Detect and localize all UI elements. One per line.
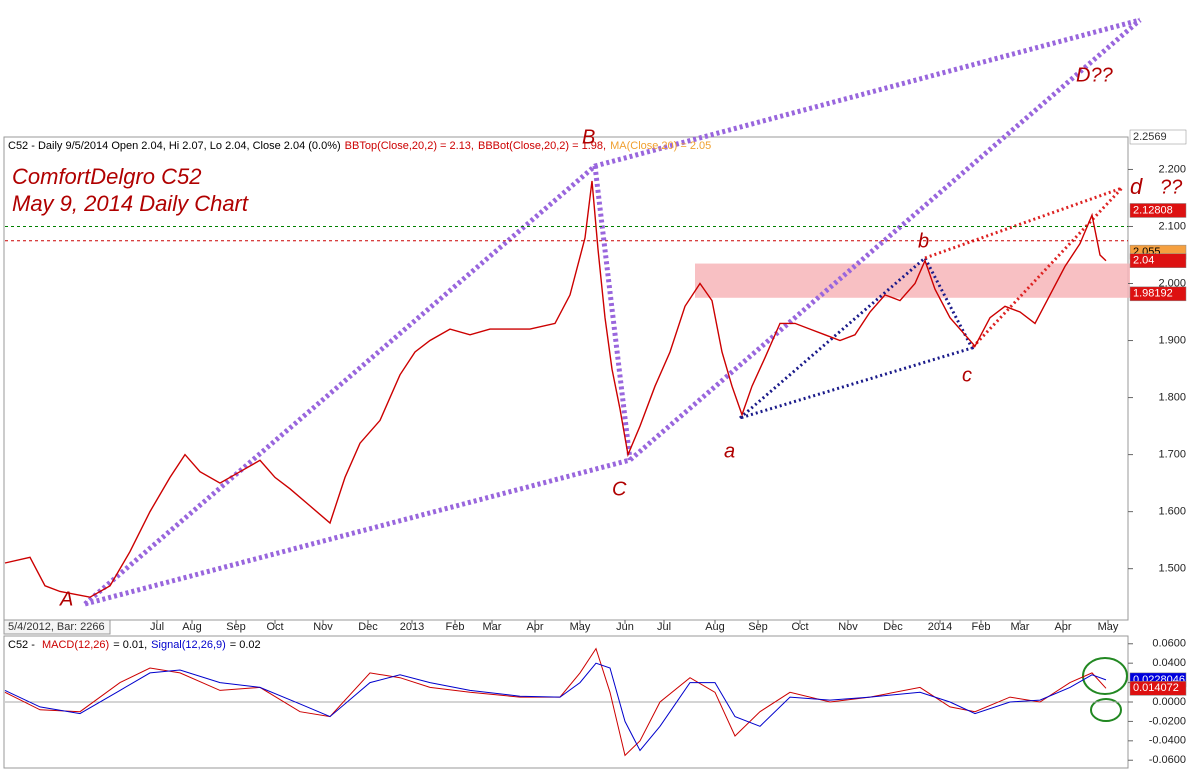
wave-line: [739, 255, 975, 420]
trend-line: [592, 165, 633, 461]
x-tick-label: Feb: [972, 621, 991, 633]
y-tick-label: -0.0600: [1149, 754, 1186, 766]
series-line: [4, 647, 1107, 757]
header-part: = 0.01,: [113, 639, 147, 651]
x-tick-label: Apr: [526, 621, 543, 633]
price-label: 0.014072: [1133, 682, 1179, 694]
y-tick-label: 2.200: [1158, 163, 1186, 175]
series-line: [4, 180, 1107, 598]
wave-label: D??: [1076, 64, 1114, 86]
y-tick-label: 1.900: [1158, 334, 1186, 346]
price-label-box: [1129, 129, 1187, 145]
y-tick-label: 1.700: [1158, 449, 1186, 461]
y-tick-label: -0.0400: [1149, 735, 1186, 747]
x-tick-label: Feb: [446, 621, 465, 633]
price-label-box: [1129, 681, 1187, 696]
price-label-box: [1129, 203, 1187, 218]
chart-title: ComfortDelgro C52: [12, 164, 202, 189]
highlight-circle: [1090, 698, 1122, 722]
wave-label: C: [612, 478, 627, 500]
y-tick-label: 0.0400: [1152, 657, 1186, 669]
y-tick-label: 0.0000: [1152, 696, 1186, 708]
price-label-box: [1129, 253, 1187, 268]
resistance-zone: [695, 263, 1130, 298]
x-tick-label: Aug: [182, 621, 202, 633]
trend-line: [84, 18, 1142, 607]
price-label: 1.98192: [1133, 288, 1173, 300]
x-tick-label: Aug: [705, 621, 725, 633]
panel-header: C52 - MACD(12,26) = 0.01, Signal(12,26,9) =…: [8, 639, 261, 651]
y-tick-label: 2.100: [1158, 220, 1186, 232]
price-label: 2.2569: [1133, 131, 1167, 143]
x-tick-label: Dec: [883, 621, 903, 633]
header-part: MA(Close,20) = 2.05: [610, 140, 711, 152]
x-tick-label: May: [1098, 621, 1119, 633]
wave-label: d: [1130, 174, 1143, 199]
x-tick-label: May: [570, 621, 591, 633]
y-tick-label: -0.0200: [1149, 715, 1186, 727]
y-tick-label: 2.000: [1158, 277, 1186, 289]
panel-header: C52 - Daily 9/5/2014 Open 2.04, Hi 2.07,…: [8, 140, 711, 152]
x-tick-label: Jul: [150, 621, 164, 633]
wave-label: b: [918, 230, 929, 252]
wave-label: B: [582, 126, 595, 148]
x-tick-label: Mar: [483, 621, 502, 633]
header-part: MACD(12,26): [42, 639, 109, 651]
price-label-box: [1129, 286, 1187, 302]
x-tick-label: Mar: [1011, 621, 1030, 633]
y-tick-label: 1.800: [1158, 391, 1186, 403]
wave-line: [924, 186, 1124, 350]
footer-label: 5/4/2012, Bar: 2266: [8, 621, 105, 633]
x-tick-label: Apr: [1054, 621, 1071, 633]
y-tick-label: 0.0600: [1152, 638, 1186, 650]
header-part: C52 - Daily 9/5/2014 Open 2.04, Hi 2.07,…: [8, 140, 341, 152]
wave-label: ??: [1160, 176, 1183, 198]
x-tick-label: Oct: [791, 621, 808, 633]
y-tick-label: 1.600: [1158, 506, 1186, 518]
wave-label: c: [962, 364, 972, 386]
header-part: BBBot(Close,20,2) = 1.98,: [478, 140, 606, 152]
x-tick-label: Nov: [313, 621, 333, 633]
wave-label: A: [59, 588, 73, 610]
header-part: = 0.02: [230, 639, 261, 651]
x-tick-label: 2014: [928, 621, 952, 633]
x-tick-label: Oct: [266, 621, 283, 633]
x-tick-label: Sep: [226, 621, 246, 633]
wave-label: a: [724, 440, 735, 462]
series-line: [4, 662, 1107, 752]
footer-box: [3, 619, 111, 635]
header-part: C52 -: [8, 639, 38, 651]
price-label: 2.04: [1133, 255, 1154, 267]
x-tick-label: Jun: [616, 621, 634, 633]
chart-subtitle: May 9, 2014 Daily Chart: [12, 191, 249, 216]
x-tick-label: 2013: [400, 621, 424, 633]
highlight-circle: [1082, 657, 1128, 695]
header-part: BBTop(Close,20,2) = 2.13,: [345, 140, 474, 152]
x-tick-label: Nov: [838, 621, 858, 633]
header-part: Signal(12,26,9): [151, 639, 226, 651]
y-tick-label: 1.500: [1158, 563, 1186, 575]
price-panel: [3, 136, 1129, 621]
x-tick-label: Dec: [358, 621, 378, 633]
trend-lines: [83, 17, 1142, 722]
price-label: 2.12808: [1133, 204, 1173, 216]
x-tick-label: Sep: [748, 621, 768, 633]
x-tick-label: Jul: [657, 621, 671, 633]
